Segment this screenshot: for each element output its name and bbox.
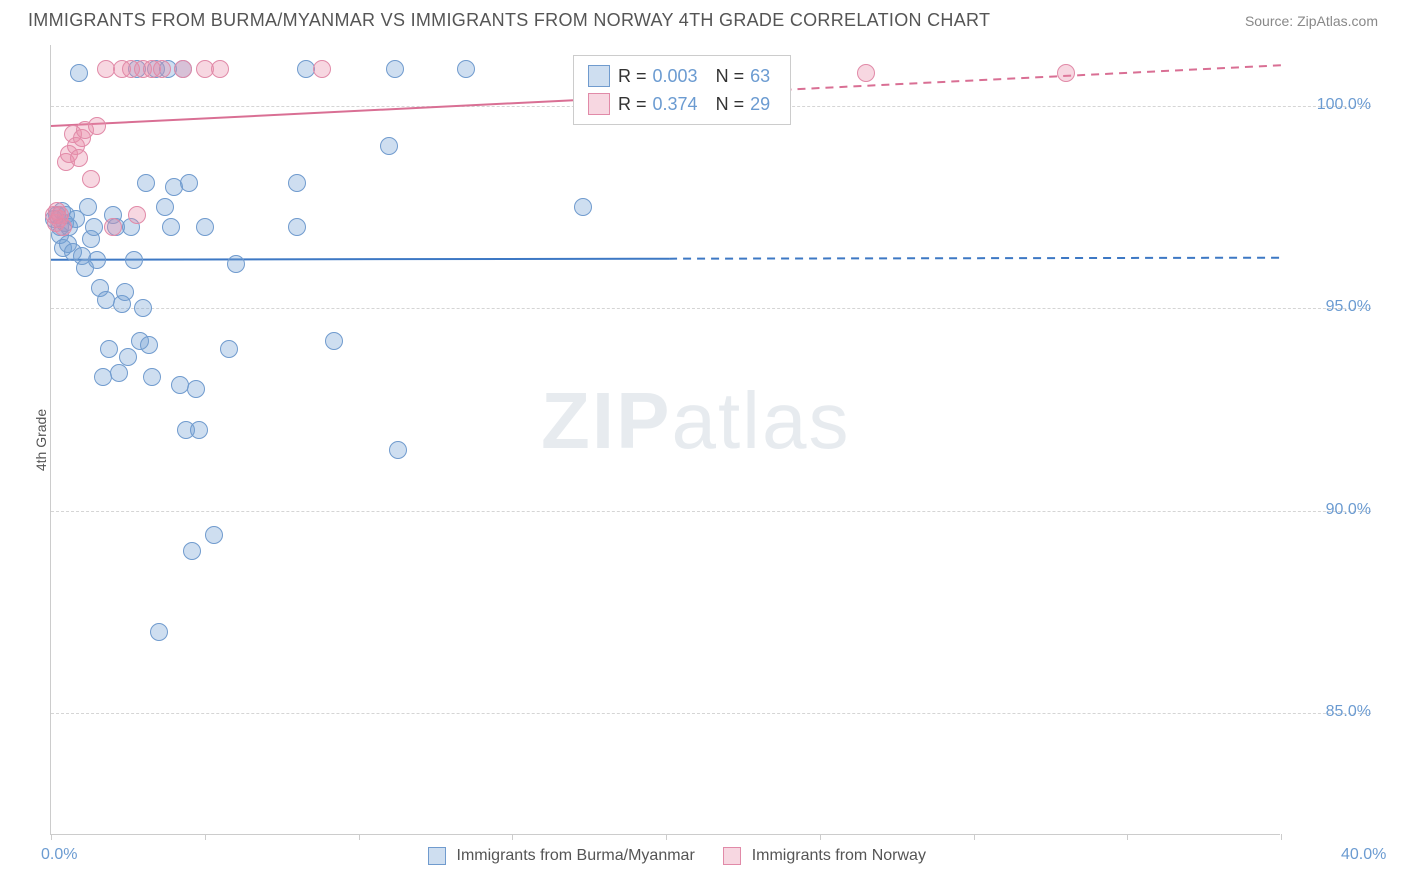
y-axis-title: 4th Grade (33, 409, 49, 471)
corr-swatch-burma (588, 65, 610, 87)
data-point-burma (196, 218, 214, 236)
watermark-atlas: atlas (671, 376, 850, 465)
x-tick (820, 834, 821, 840)
corr-r-value: 0.003 (653, 66, 698, 87)
corr-n-value: 63 (750, 66, 770, 87)
data-point-burma (150, 623, 168, 641)
x-tick (666, 834, 667, 840)
legend-swatch-norway (723, 847, 741, 865)
corr-n-value: 29 (750, 94, 770, 115)
correlation-row-norway: R = 0.374 N = 29 (588, 90, 776, 118)
data-point-burma (180, 174, 198, 192)
data-point-norway (153, 60, 171, 78)
data-point-burma (116, 283, 134, 301)
data-point-burma (220, 340, 238, 358)
y-tick-label: 90.0% (1301, 501, 1371, 519)
data-point-burma (85, 218, 103, 236)
corr-swatch-norway (588, 93, 610, 115)
data-point-norway (104, 218, 122, 236)
legend-label-norway: Immigrants from Norway (752, 847, 926, 864)
x-tick (974, 834, 975, 840)
chart-area: 4th Grade ZIPatlas 100.0%95.0%90.0%85.0%… (50, 45, 1370, 835)
corr-n-label: N = (716, 66, 745, 87)
x-tick (51, 834, 52, 840)
correlation-box: R = 0.003 N = 63 R = 0.374 N = 29 (573, 55, 791, 125)
data-point-burma (288, 218, 306, 236)
plot-region: ZIPatlas 100.0%95.0%90.0%85.0%0.0%40.0%R… (50, 45, 1280, 835)
chart-header: IMMIGRANTS FROM BURMA/MYANMAR VS IMMIGRA… (0, 0, 1406, 37)
x-tick (512, 834, 513, 840)
data-point-burma (119, 348, 137, 366)
x-tick (1127, 834, 1128, 840)
data-point-burma (288, 174, 306, 192)
chart-title: IMMIGRANTS FROM BURMA/MYANMAR VS IMMIGRA… (28, 10, 990, 31)
data-point-burma (156, 198, 174, 216)
data-point-burma (380, 137, 398, 155)
data-point-norway (857, 64, 875, 82)
data-point-burma (162, 218, 180, 236)
data-point-burma (190, 421, 208, 439)
watermark: ZIPatlas (541, 375, 850, 467)
corr-r-label: R = (618, 94, 647, 115)
data-point-burma (205, 526, 223, 544)
gridline-h (51, 308, 1371, 309)
data-point-burma (325, 332, 343, 350)
data-point-burma (227, 255, 245, 273)
data-point-norway (174, 60, 192, 78)
data-point-burma (79, 198, 97, 216)
x-tick (1281, 834, 1282, 840)
correlation-row-burma: R = 0.003 N = 63 (588, 62, 776, 90)
data-point-norway (82, 170, 100, 188)
x-tick (359, 834, 360, 840)
y-tick-label: 100.0% (1301, 96, 1371, 114)
data-point-burma (88, 251, 106, 269)
data-point-burma (183, 542, 201, 560)
data-point-norway (313, 60, 331, 78)
source-label: Source: ZipAtlas.com (1245, 13, 1378, 29)
y-tick-label: 95.0% (1301, 298, 1371, 316)
trend-lines (51, 45, 1281, 835)
data-point-burma (389, 441, 407, 459)
legend-swatch-burma (428, 847, 446, 865)
legend-label-burma: Immigrants from Burma/Myanmar (457, 847, 695, 864)
x-tick (205, 834, 206, 840)
data-point-burma (134, 299, 152, 317)
data-point-norway (1057, 64, 1075, 82)
data-point-norway (54, 218, 72, 236)
y-tick-label: 85.0% (1301, 703, 1371, 721)
data-point-norway (70, 149, 88, 167)
data-point-burma (386, 60, 404, 78)
data-point-burma (125, 251, 143, 269)
data-point-burma (110, 364, 128, 382)
data-point-burma (70, 64, 88, 82)
data-point-burma (100, 340, 118, 358)
gridline-h (51, 713, 1371, 714)
data-point-burma (137, 174, 155, 192)
data-point-norway (88, 117, 106, 135)
bottom-legend: Immigrants from Burma/Myanmar Immigrants… (50, 847, 1280, 865)
corr-r-label: R = (618, 66, 647, 87)
corr-n-label: N = (716, 94, 745, 115)
data-point-norway (211, 60, 229, 78)
data-point-burma (140, 336, 158, 354)
x-max-label: 40.0% (1341, 846, 1386, 864)
data-point-norway (128, 206, 146, 224)
data-point-burma (457, 60, 475, 78)
watermark-zip: ZIP (541, 376, 671, 465)
gridline-h (51, 511, 1371, 512)
data-point-burma (143, 368, 161, 386)
corr-r-value: 0.374 (653, 94, 698, 115)
data-point-burma (574, 198, 592, 216)
data-point-burma (187, 380, 205, 398)
